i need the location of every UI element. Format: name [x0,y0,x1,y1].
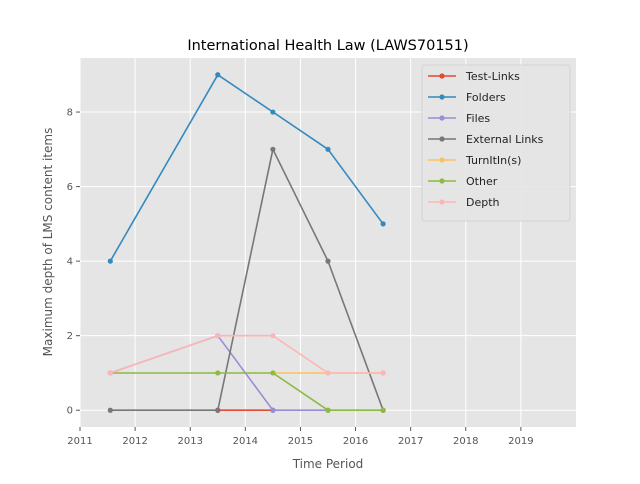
data-point [380,407,386,413]
series-depth [107,333,386,376]
legend-label: External Links [466,133,544,146]
x-tick-label: 2015 [288,436,313,447]
legend-swatch-marker [439,157,445,163]
x-tick-label: 2012 [122,436,147,447]
legend-label: TurnItIn(s) [465,154,521,167]
data-point [215,407,221,413]
data-point [270,146,276,152]
legend-swatch-marker [439,136,445,142]
legend-swatch-marker [439,73,445,79]
data-point [107,370,113,376]
data-point [107,407,113,413]
data-point [107,258,113,264]
x-tick-label: 2011 [67,436,92,447]
legend-entry: External Links [428,133,544,146]
legend-label: Test-Links [465,70,520,83]
data-point [325,146,331,152]
legend-entry: Folders [428,91,506,104]
data-point [325,370,331,376]
data-point [380,221,386,227]
series-layer [107,72,386,413]
data-point [380,370,386,376]
data-point [270,370,276,376]
data-point [325,258,331,264]
y-tick-label: 8 [67,108,73,119]
x-tick-label: 2014 [233,436,258,447]
legend-box [421,64,571,222]
x-axis-label: Time Period [292,457,364,471]
chart-title: International Health Law (LAWS70151) [187,38,468,54]
legend-entry: Other [428,175,498,188]
legend-label: Folders [466,91,506,104]
y-tick-label: 4 [67,257,73,268]
legend-swatch-marker [439,199,445,205]
legend-label: Files [466,112,490,125]
legend-entry: TurnItIn(s) [428,154,521,167]
legend-swatch-marker [439,94,445,100]
y-tick-label: 2 [67,331,73,342]
series-folders [107,72,386,264]
data-point [215,333,221,339]
legend-swatch-marker [439,115,445,121]
legend-entry: Files [428,112,490,125]
x-tick-label: 2017 [398,436,423,447]
y-tick-label: 0 [67,406,73,417]
data-point [325,407,331,413]
axes: 2011 2012 2013 2014 2015 2016 2017 2018 2019 0 2 4 6… [67,108,534,447]
data-point [215,72,221,78]
legend-swatch-marker [439,178,445,184]
legend: Test-Links Folders Files External Links Turn… [421,64,571,222]
data-point [215,370,221,376]
legend-label: Other [466,175,498,188]
x-tick-label: 2019 [508,436,533,447]
x-tick-label: 2016 [343,436,368,447]
y-tick-label: 6 [67,182,73,193]
x-tick-label: 2013 [177,436,202,447]
data-point [270,109,276,115]
legend-label: Depth [466,196,500,209]
legend-entry: Depth [428,196,500,209]
legend-entry: Test-Links [428,70,520,83]
data-point [270,407,276,413]
x-tick-label: 2018 [453,436,478,447]
data-point [270,333,276,339]
y-axis-label: Maximum depth of LMS content items [41,128,55,357]
